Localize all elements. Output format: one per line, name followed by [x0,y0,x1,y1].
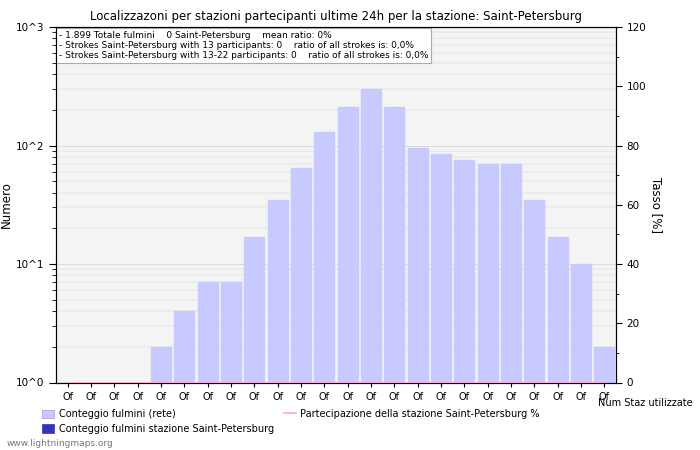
Bar [384,107,405,450]
Bar [174,311,195,450]
Bar [244,237,265,450]
Title: Localizzazoni per stazioni partecipanti ultime 24h per la stazione: Saint-Peters: Localizzazoni per stazioni partecipanti … [90,10,582,23]
Bar [104,382,125,450]
Bar [454,160,475,450]
Bar [524,199,545,450]
Bar [291,168,311,450]
Bar [127,382,148,450]
Y-axis label: Tasso [%]: Tasso [%] [650,177,663,233]
Bar [547,237,568,450]
Bar [57,382,78,450]
Bar [571,264,591,450]
Bar [407,148,428,450]
Text: - 1.899 Totale fulmini    0 Saint-Petersburg    mean ratio: 0%
- Strokes Saint-P: - 1.899 Totale fulmini 0 Saint-Petersbur… [59,31,428,60]
Text: www.lightningmaps.org: www.lightningmaps.org [7,439,113,448]
Bar [501,164,521,450]
Bar [477,164,498,450]
Legend: Conteggio fulmini (rete), Conteggio fulmini stazione Saint-Petersburg, Partecipa: Conteggio fulmini (rete), Conteggio fulm… [38,405,544,438]
Bar [221,282,241,450]
Bar [267,199,288,450]
Bar [197,282,218,450]
Bar [151,347,171,450]
Bar [361,89,381,450]
Bar [594,347,615,450]
Bar [314,132,335,450]
Bar [431,154,451,450]
Y-axis label: Numero: Numero [0,181,13,228]
Bar [337,107,358,450]
Text: Num Staz utilizzate: Num Staz utilizzate [598,398,693,408]
Bar [81,382,101,450]
